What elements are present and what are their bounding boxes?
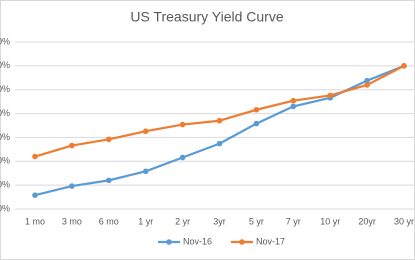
point — [106, 136, 112, 143]
point — [290, 97, 297, 104]
y-tick-label: 2.00% — [0, 108, 10, 118]
x-tick-label: 7 yr — [286, 216, 301, 226]
y-tick-label: 3.00% — [0, 60, 10, 70]
point — [69, 183, 75, 189]
point — [142, 168, 149, 175]
y-tick-label: 1.00% — [0, 156, 10, 166]
point — [327, 92, 334, 99]
y-tick-label: 0.50% — [0, 180, 10, 190]
x-tick-label: 3 mo — [62, 216, 82, 226]
point — [32, 153, 38, 160]
legend-label: Nov-16 — [183, 236, 212, 246]
point — [32, 192, 38, 198]
x-tick-label: 10 yr — [320, 216, 340, 226]
x-tick-label: 20yr — [358, 216, 376, 226]
point — [69, 142, 75, 149]
point — [179, 154, 186, 161]
x-tick-label: 2 yr — [175, 216, 190, 226]
point — [106, 177, 112, 184]
x-tick-label: 1 yr — [138, 216, 153, 226]
x-tick-label: 3yr — [213, 216, 226, 226]
x-tick-label: 1 mo — [25, 216, 45, 226]
x-tick-label: 5 yr — [249, 216, 264, 226]
point — [253, 106, 260, 113]
legend-marker — [239, 239, 245, 245]
point — [401, 63, 407, 69]
point — [216, 140, 223, 147]
point — [179, 121, 186, 128]
chart-title: US Treasury Yield Curve — [130, 9, 283, 25]
legend-label: Nov-17 — [256, 236, 285, 246]
point — [253, 120, 260, 127]
point — [290, 103, 297, 110]
point — [364, 82, 370, 88]
y-tick-label: 0.00% — [0, 203, 10, 213]
y-tick-label: 3.50% — [0, 36, 10, 46]
y-tick-label: 1.50% — [0, 132, 10, 142]
x-tick-label: 6 mo — [99, 216, 119, 226]
x-tick-label: 30 yr — [394, 216, 414, 226]
point — [216, 117, 223, 124]
legend-marker — [166, 239, 172, 245]
point — [142, 128, 149, 135]
y-tick-label: 2.50% — [0, 84, 10, 94]
point — [364, 77, 370, 84]
